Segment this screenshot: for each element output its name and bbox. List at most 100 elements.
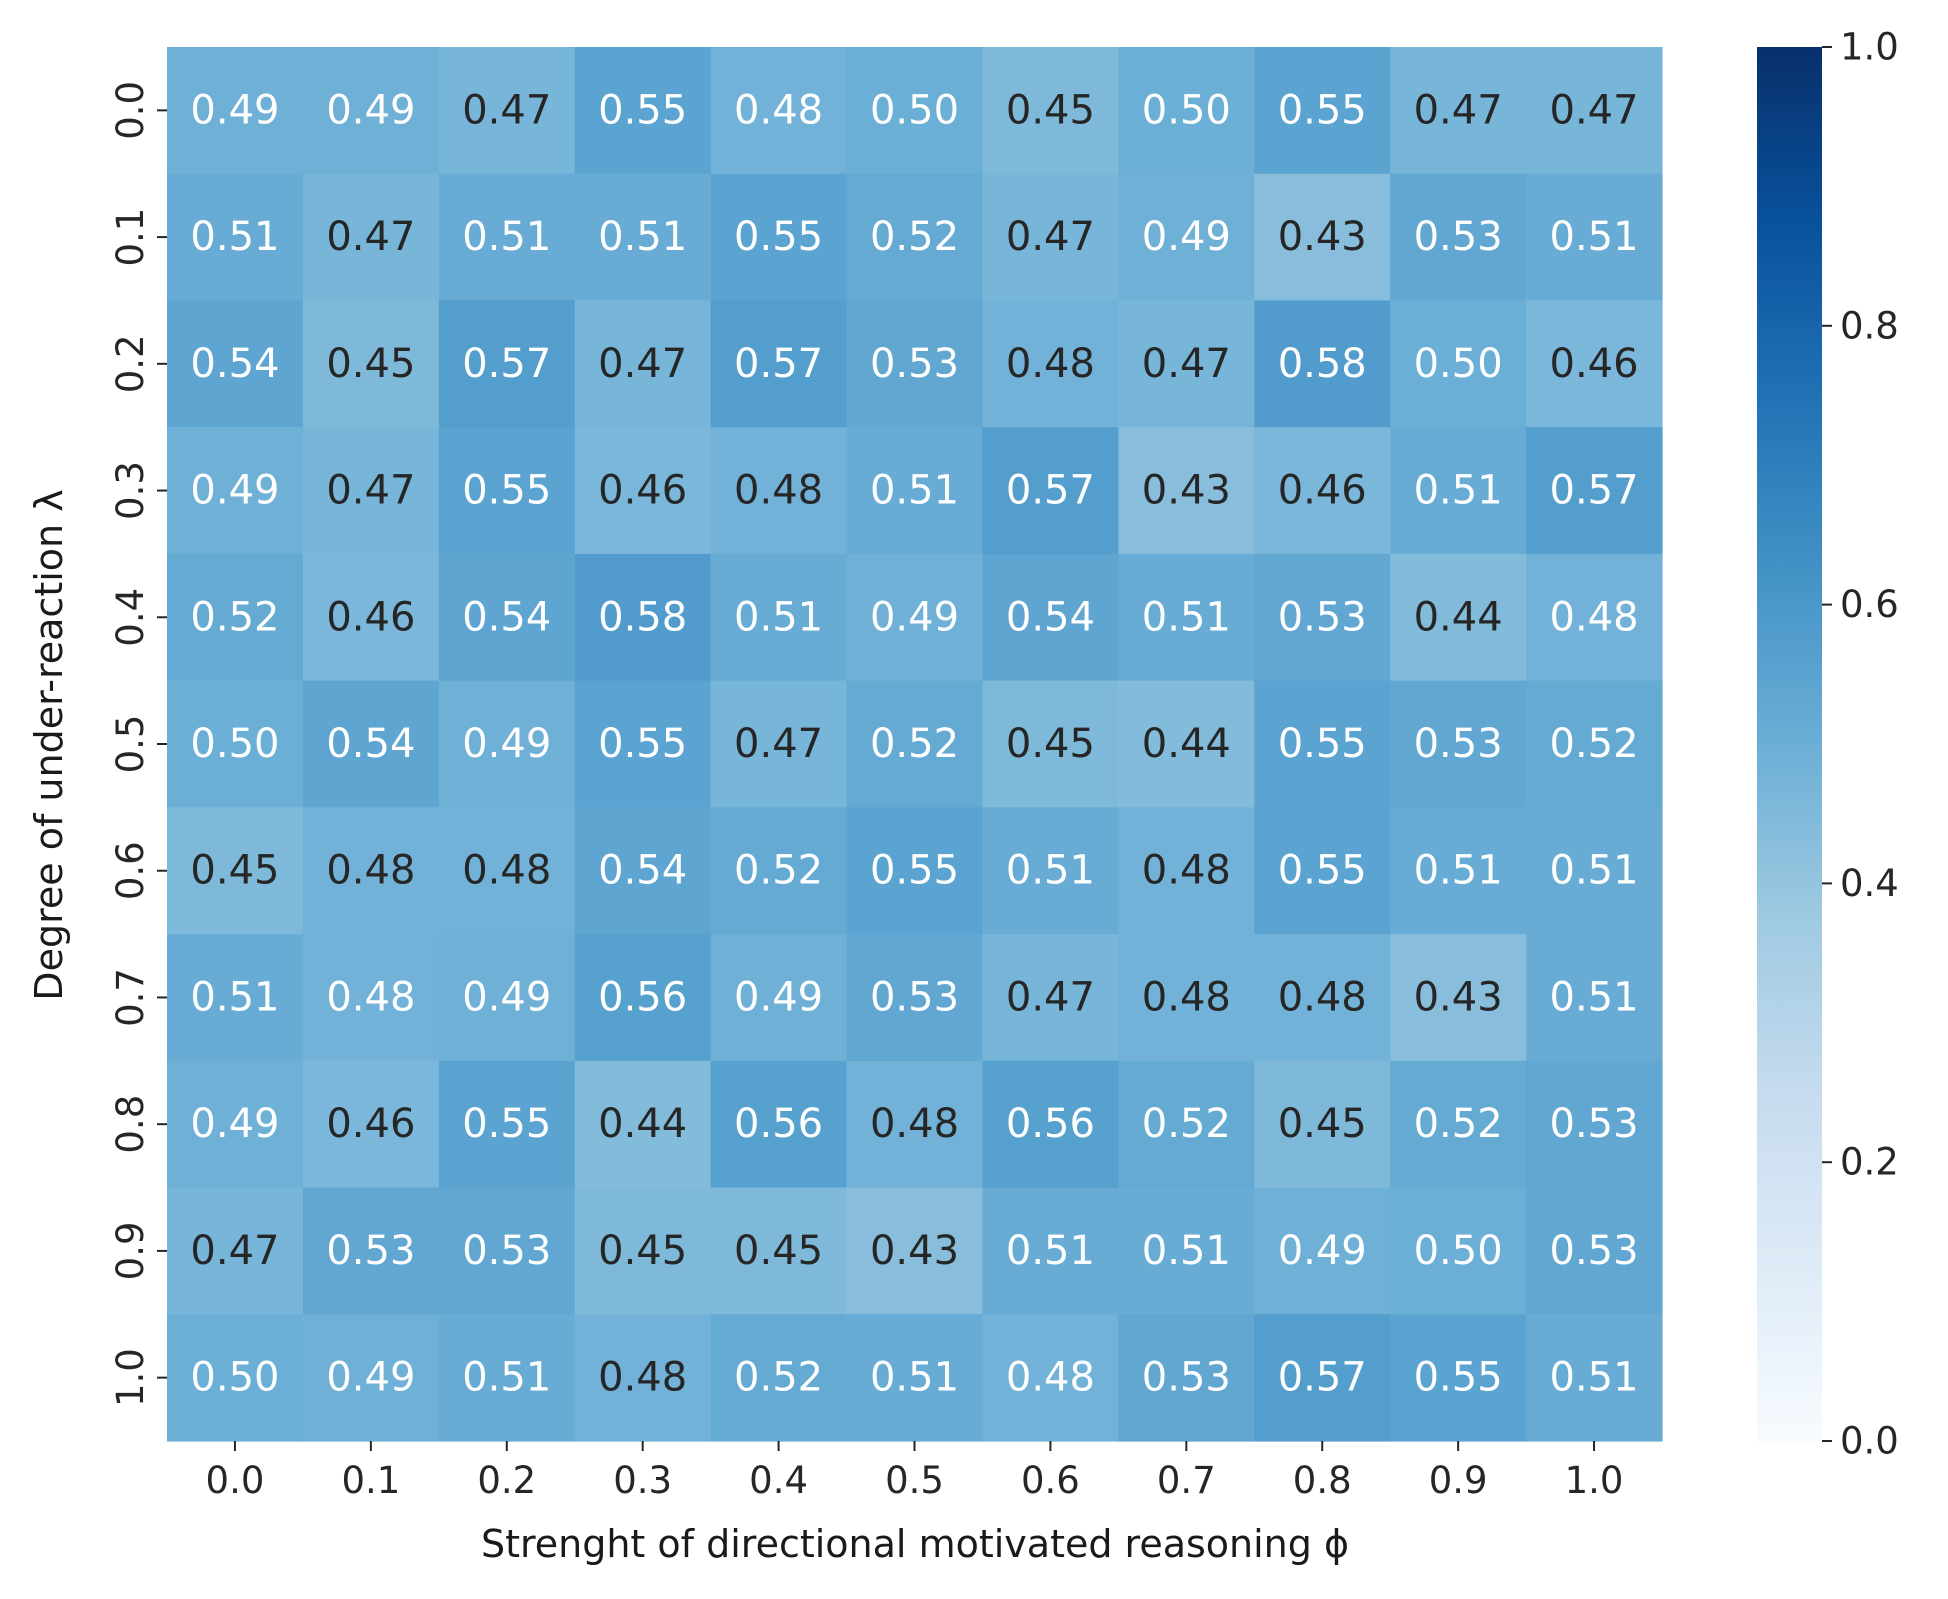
cell-value-label: 0.46 [326,1101,415,1147]
heatmap-cell [302,1187,440,1315]
cell-value-label: 0.48 [1278,974,1367,1020]
cell-value-label: 0.53 [870,974,959,1020]
heatmap-cell [574,1314,712,1442]
cell-value-label: 0.49 [190,1101,279,1147]
heatmap-cell [710,934,848,1062]
cell-value-label: 0.48 [870,1101,959,1147]
heatmap-cell [710,427,848,555]
cell-value-label: 0.52 [870,721,959,767]
heatmap-cell [1390,47,1527,175]
heatmap-cell [167,807,304,935]
heatmap-cell [1118,173,1255,302]
cell-value-label: 0.56 [734,1101,823,1147]
cell-value-label: 0.58 [1278,341,1367,387]
cell-value-label: 0.56 [1006,1101,1095,1147]
heatmap-cell [1118,934,1255,1062]
heatmap-cell [710,47,848,175]
cell-value-label: 0.49 [190,87,279,133]
heatmap-cell [1526,1314,1663,1442]
heatmap-cell [302,1314,440,1442]
heatmap-cell-labels: 0.49 0.49 0.47 0.55 0.48 0.50 0.45 0.50 0.55 0.47… [190,87,1638,1400]
cell-value-label: 0.47 [326,214,415,260]
cell-value-label: 0.53 [1550,1228,1639,1274]
cell-value-label: 0.48 [1006,341,1095,387]
y-tick-label: 0.1 [109,208,152,267]
cell-value-label: 0.53 [1142,1355,1231,1401]
heatmap-cell [574,680,712,808]
cell-value-label: 0.43 [1414,974,1503,1020]
y-tick-label: 0.5 [109,715,152,774]
cell-value-label: 0.52 [1142,1101,1231,1147]
heatmap-cell [167,173,304,302]
cell-value-label: 0.57 [1550,468,1639,514]
colorbar-tick-label: 0.8 [1840,304,1899,347]
heatmap-cell [846,934,984,1062]
x-tick-label: 0.9 [1429,1459,1488,1502]
heatmap-cell [846,807,984,935]
cell-value-label: 0.51 [1006,1228,1095,1274]
heatmap-cell [710,553,848,682]
heatmap-cell [1526,173,1663,302]
colorbar-ticks: 0.0 0.2 0.4 0.6 0.8 1.0 [1822,26,1899,1463]
heatmap-cell [302,47,440,175]
x-axis: 0.0 0.1 0.2 0.3 0.4 0.5 0.6 0.7 0.8 0.9 1.0 [206,1441,1624,1502]
colorbar-tick-label: 0.2 [1840,1141,1899,1184]
cell-value-label: 0.54 [1006,594,1095,640]
heatmap-cell [710,300,848,428]
cell-value-label: 0.50 [1142,87,1231,133]
cell-value-label: 0.53 [1414,721,1503,767]
heatmap-cell [1526,807,1663,935]
heatmap-cells [167,47,1663,1442]
heatmap-cell [1526,300,1663,428]
heatmap-cell [710,1187,848,1315]
y-tick-label: 0.2 [109,334,152,393]
heatmap-cell [1254,47,1391,175]
heatmap-cell [167,1187,304,1315]
cell-value-label: 0.49 [870,594,959,640]
heatmap-cell [1254,553,1391,682]
heatmap-cell [438,807,576,935]
cell-value-label: 0.47 [462,87,551,133]
x-tick-label: 1.0 [1565,1459,1624,1502]
cell-value-label: 0.55 [734,214,823,260]
y-tick-label: 0.0 [109,81,152,140]
colorbar: 0.0 0.2 0.4 0.6 0.8 1.0 [1757,26,1899,1463]
cell-value-label: 0.55 [1414,1355,1503,1401]
heatmap-cell [167,300,304,428]
cell-value-label: 0.51 [1006,848,1095,894]
cell-value-label: 0.49 [190,468,279,514]
heatmap-cell [167,553,304,682]
heatmap-cell [1254,1060,1391,1189]
cell-value-label: 0.55 [1278,721,1367,767]
heatmap-cell [846,680,984,808]
heatmap-cell [574,553,712,682]
cell-value-label: 0.47 [1550,87,1639,133]
heatmap-cell [846,1314,984,1442]
cell-value-label: 0.55 [462,1101,551,1147]
heatmap-cell [710,1060,848,1189]
cell-value-label: 0.48 [598,1355,687,1401]
heatmap-cell [1390,1060,1527,1189]
cell-value-label: 0.49 [1142,214,1231,260]
cell-value-label: 0.47 [190,1228,279,1274]
heatmap-cell [574,427,712,555]
cell-value-label: 0.51 [1550,214,1639,260]
cell-value-label: 0.46 [326,594,415,640]
cell-value-label: 0.54 [190,341,279,387]
cell-value-label: 0.57 [1278,1355,1367,1401]
heatmap-cell [1254,934,1391,1062]
x-tick-label: 0.4 [749,1459,808,1502]
heatmap-cell [1390,553,1527,682]
heatmap-cell [1526,680,1663,808]
heatmap-cell [302,934,440,1062]
heatmap-cell [574,1187,712,1315]
heatmap-cell [1526,1187,1663,1315]
heatmap-cell [1390,934,1527,1062]
cell-value-label: 0.47 [1414,87,1503,133]
cell-value-label: 0.55 [462,468,551,514]
cell-value-label: 0.49 [462,721,551,767]
heatmap-cell [438,173,576,302]
cell-value-label: 0.52 [1550,721,1639,767]
colorbar-tick-label: 0.4 [1840,862,1899,905]
